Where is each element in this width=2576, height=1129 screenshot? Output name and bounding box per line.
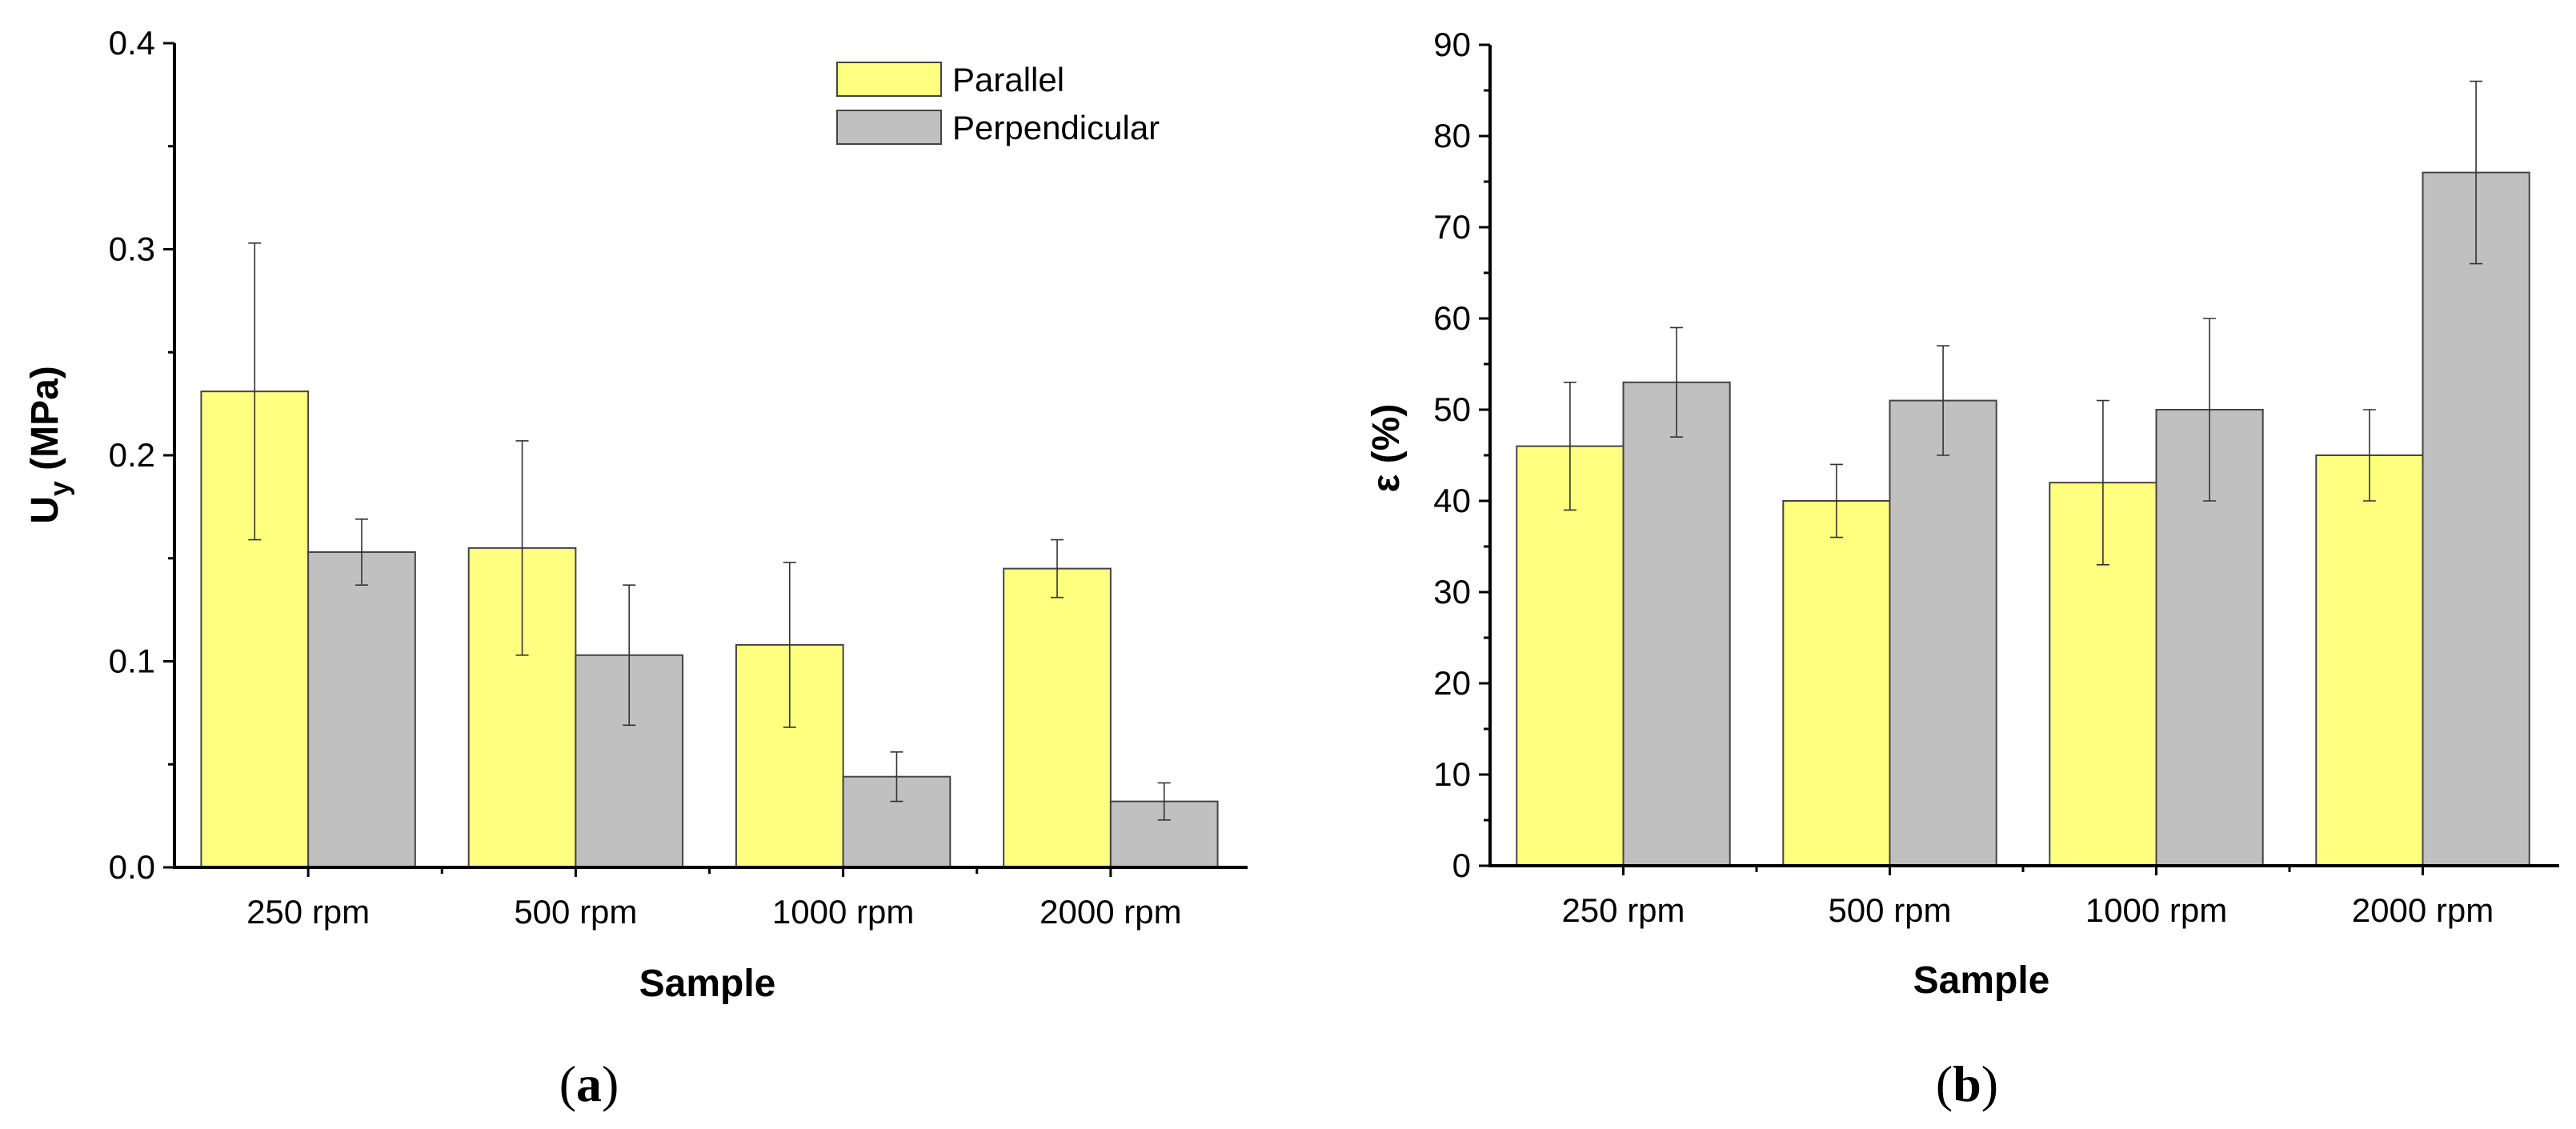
x-tick-label-a-1: 500 rpm [514,893,637,931]
panel-label-a-letter: a [576,1055,602,1112]
panel-label-b-letter: b [1953,1055,1981,1112]
chart-a-xlabel: Sample [639,963,776,1005]
bar-b-perpendicular-1 [1889,399,1997,867]
y-tick-label-b-8: 80 [1433,117,1471,154]
chart-a-legend: Parallel Perpendicular [836,61,1160,146]
bar-b-perpendicular-3 [2422,171,2530,867]
error-bar-b-perpendicular-1 [1937,345,1950,456]
error-bar-a-parallel-3 [1051,538,1064,599]
y-tick-label-a-1: 0.1 [109,643,155,680]
panel-label-a-close: ) [602,1055,619,1112]
legend-label-perpendicular: Perpendicular [952,109,1160,146]
y-tick-label-b-0: 0 [1452,847,1471,884]
bar-b-parallel-1 [1782,500,1891,867]
panel-label-b-close: ) [1981,1055,1998,1112]
y-tick-label-b-1: 10 [1433,755,1471,793]
error-bar-b-perpendicular-0 [1670,326,1684,438]
error-bar-a-perpendicular-1 [623,584,636,727]
y-tick-label-b-5: 50 [1433,390,1471,428]
error-bar-a-parallel-1 [515,440,529,656]
chart-a: 250 rpm 500 rpm 1000 rpm 2000 rpm 0.0 0.1 0.2 0… [24,24,1248,1112]
x-tick-label-a-0: 250 rpm [246,893,370,931]
panel-label-a-open: ( [559,1055,576,1112]
error-bar-b-parallel-2 [2096,399,2109,566]
x-tick-label-a-3: 2000 rpm [1040,893,1181,931]
chart-b-axes: 250 rpm 500 rpm 1000 rpm 2000 rpm 0 10 20 30 40 5… [1433,26,2559,929]
y-tick-label-b-6: 60 [1433,299,1471,337]
x-tick-label-a-2: 1000 rpm [772,893,914,931]
error-bar-a-perpendicular-2 [890,751,903,803]
chart-b: 250 rpm 500 rpm 1000 rpm 2000 rpm 0 10 20 30 40 5… [1365,26,2559,1112]
x-tick-label-b-3: 2000 rpm [2352,891,2494,929]
error-bar-b-perpendicular-3 [2470,80,2483,265]
error-bar-a-parallel-0 [248,242,262,541]
chart-b-xlabel: Sample [1913,959,2050,1002]
panel-label-b: (b) [1936,1055,1998,1112]
error-bar-b-parallel-0 [1563,381,1576,511]
panel-label-a: (a) [559,1055,619,1112]
y-tick-label-a-2: 0.2 [109,436,155,474]
bar-a-perpendicular-0 [307,551,416,869]
error-bar-a-parallel-2 [783,562,796,728]
y-tick-label-b-9: 90 [1433,26,1471,63]
y-tick-label-b-2: 20 [1433,664,1471,702]
y-tick-label-b-7: 70 [1433,208,1471,246]
y-tick-label-a-3: 0.3 [109,230,155,268]
legend-swatch-perpendicular [836,110,942,145]
chart-a-axes: 250 rpm 500 rpm 1000 rpm 2000 rpm 0.0 0.1 0.2 0… [109,24,1248,931]
chart-a-ylabel-main: U [24,496,66,524]
chart-a-ylabel: Uy (MPa) [24,366,75,524]
chart-a-ylabel-sub: y [45,481,75,496]
panel-label-b-open: ( [1936,1055,1953,1112]
bar-a-parallel-3 [1003,567,1112,868]
y-tick-label-b-3: 30 [1433,573,1471,611]
chart-b-bars [1516,80,2530,867]
error-bar-a-perpendicular-0 [355,518,368,587]
x-tick-label-b-0: 250 rpm [1561,891,1685,929]
y-tick-label-a-0: 0.0 [109,848,155,886]
chart-b-ylabel: ε (%) [1365,404,1408,493]
y-tick-label-b-4: 40 [1433,482,1471,519]
error-bar-a-perpendicular-3 [1157,782,1171,821]
bar-b-perpendicular-0 [1622,381,1731,867]
y-tick-label-a-4: 0.4 [109,24,155,62]
bar-b-parallel-3 [2315,454,2424,867]
x-tick-label-b-1: 500 rpm [1828,891,1951,929]
error-bar-b-perpendicular-2 [2203,318,2217,502]
legend-swatch-parallel [836,62,942,97]
chart-a-ylabel-unit: (MPa) [24,366,66,481]
error-bar-b-parallel-3 [2362,409,2376,502]
chart-a-bars [200,242,1219,869]
error-bar-b-parallel-1 [1829,463,1843,538]
x-tick-label-b-2: 1000 rpm [2085,891,2227,929]
legend-label-parallel: Parallel [952,61,1064,98]
bar-b-parallel-0 [1516,445,1625,867]
